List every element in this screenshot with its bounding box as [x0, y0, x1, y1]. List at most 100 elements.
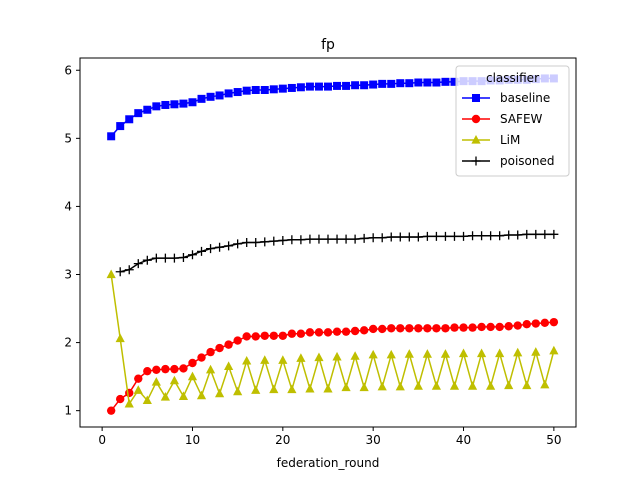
data-point-lim [278, 355, 288, 364]
data-point-safew [269, 331, 278, 340]
series-safew [106, 317, 559, 415]
data-point-lim [522, 380, 532, 390]
x-axis-title: federation_round [277, 456, 380, 470]
data-point-safew [387, 324, 396, 333]
data-point-safew [215, 343, 224, 353]
x-tick-label: 20 [275, 433, 290, 447]
data-point-lim [486, 381, 496, 390]
legend-label: LiM [500, 133, 520, 147]
data-point-safew [423, 324, 432, 333]
data-point-poisoned [242, 238, 252, 247]
data-point-poisoned [495, 231, 505, 241]
data-point-lim [305, 383, 315, 393]
data-point-lim [386, 349, 396, 359]
data-point-safew [143, 366, 152, 376]
data-point-lim [314, 352, 324, 362]
data-point-safew [468, 323, 477, 332]
legend: classifier baseline SAFEW LiM poisoned [455, 65, 570, 177]
data-point-poisoned [386, 232, 396, 242]
data-point-baseline [305, 82, 314, 91]
data-point-safew [405, 324, 414, 333]
data-point-lim [495, 348, 505, 358]
data-point-safew [441, 324, 450, 333]
data-point-safew [287, 329, 297, 338]
data-point-poisoned [486, 231, 496, 241]
legend-marker [471, 114, 481, 124]
data-point-lim [260, 355, 270, 364]
data-point-poisoned [359, 233, 369, 243]
data-point-safew [432, 324, 441, 333]
data-point-poisoned [151, 253, 161, 263]
data-point-safew [179, 364, 188, 373]
data-point-lim [431, 381, 442, 390]
data-point-lim [413, 381, 423, 390]
data-point-safew [477, 322, 486, 332]
data-point-safew [242, 332, 251, 341]
chart-title: fp [321, 37, 335, 53]
data-point-baseline [224, 89, 233, 98]
data-point-poisoned [531, 229, 541, 239]
data-point-baseline [314, 82, 323, 91]
data-point-poisoned [549, 229, 559, 239]
data-point-poisoned [269, 236, 279, 246]
x-tick-label: 50 [546, 433, 561, 447]
data-point-safew [314, 328, 324, 337]
series-lim [106, 269, 559, 408]
data-point-lim [251, 385, 261, 394]
data-point-baseline [107, 132, 116, 141]
data-point-baseline [333, 81, 342, 90]
data-point-poisoned [187, 250, 197, 260]
data-point-baseline [188, 98, 197, 107]
data-point-safew [341, 327, 351, 336]
data-point-poisoned [459, 231, 469, 241]
data-point-lim [359, 382, 369, 392]
data-point-baseline [432, 78, 441, 87]
data-point-lim [395, 381, 405, 391]
data-point-poisoned [305, 234, 315, 244]
data-point-lim [341, 382, 351, 392]
data-point-safew [152, 365, 161, 375]
data-point-lim [169, 375, 180, 385]
legend-title: classifier [486, 71, 539, 85]
data-point-baseline [296, 83, 305, 92]
data-point-lim [368, 349, 378, 359]
legend-entry-baseline: baseline [462, 91, 550, 105]
data-point-safew [378, 324, 387, 334]
data-point-poisoned [142, 255, 152, 265]
plot-area [106, 74, 559, 415]
data-point-poisoned [540, 229, 550, 239]
data-point-safew [206, 347, 215, 357]
data-point-poisoned [468, 231, 478, 241]
data-point-safew [350, 326, 360, 336]
data-point-lim [160, 392, 170, 401]
data-point-lim [151, 377, 161, 386]
data-point-baseline [152, 102, 161, 111]
data-point-baseline [414, 78, 423, 87]
data-point-lim [242, 355, 252, 365]
data-point-baseline [378, 79, 387, 88]
y-tick-label: 6 [64, 63, 72, 77]
data-point-poisoned [422, 231, 432, 241]
data-point-lim [540, 379, 550, 389]
data-point-baseline [161, 100, 170, 109]
data-point-baseline [396, 79, 405, 88]
data-point-lim [440, 349, 451, 358]
data-point-baseline [423, 78, 432, 87]
data-point-baseline [125, 115, 134, 124]
data-point-poisoned [431, 231, 441, 241]
data-point-safew [522, 319, 531, 329]
data-point-poisoned [413, 232, 423, 242]
data-point-lim [205, 364, 216, 374]
data-point-lim [178, 391, 189, 400]
data-point-poisoned [522, 229, 532, 239]
data-point-safew [359, 326, 369, 335]
data-point-safew [170, 364, 179, 374]
data-point-lim [549, 345, 559, 355]
data-point-baseline [215, 91, 224, 100]
data-point-poisoned [404, 232, 414, 242]
data-point-poisoned [504, 230, 514, 240]
data-point-lim [449, 381, 460, 390]
data-point-safew [486, 322, 495, 332]
data-point-baseline [143, 105, 152, 114]
data-point-lim [323, 383, 333, 393]
